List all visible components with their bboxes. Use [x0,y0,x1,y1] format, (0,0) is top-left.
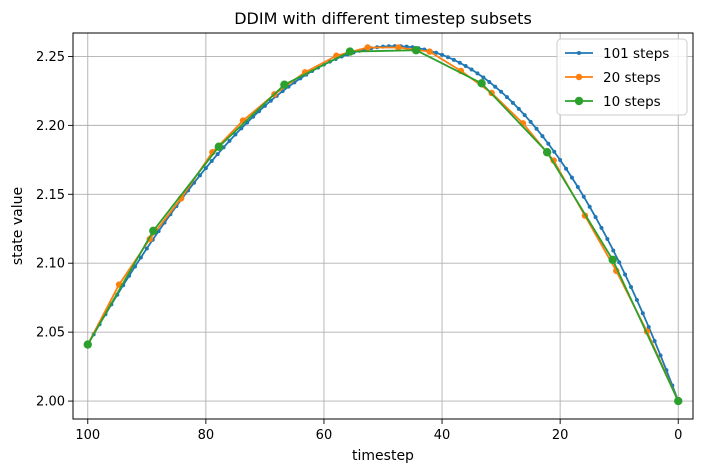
data-point [605,236,610,241]
legend-marker [574,96,584,106]
data-point [510,100,515,105]
x-tick-label: 60 [316,428,333,443]
y-tick-label: 2.10 [36,257,65,272]
data-point [268,98,273,103]
y-tick-label: 2.20 [36,119,65,134]
data-point [617,260,622,265]
data-point [83,340,92,349]
data-point [640,311,645,316]
series-layer [83,44,683,406]
data-point [540,134,545,139]
data-point [629,285,633,290]
series-line [86,49,680,402]
data-point [144,246,149,251]
data-point [209,158,214,163]
y-tick-label: 2.25 [36,50,65,65]
data-point [581,194,586,199]
data-point [214,142,224,151]
data-point [564,166,569,171]
data-point [364,44,371,51]
data-point [487,79,492,84]
chart-title: DDIM with different timestep subsets [234,9,532,28]
series-10-steps [83,46,683,406]
data-point [463,64,468,69]
data-point [569,175,574,180]
data-point [233,132,238,137]
legend-marker [575,73,583,81]
data-point [608,255,617,264]
data-point [575,185,580,190]
data-point [542,148,552,157]
data-point [197,173,202,178]
data-point [149,226,158,236]
data-point [505,95,509,100]
data-point [623,272,628,277]
x-tick-label: 20 [552,428,569,443]
data-point [138,255,143,260]
data-point [674,396,683,406]
legend-item-101-steps: 101 steps [565,46,669,62]
data-point [593,215,598,220]
data-point [477,79,486,88]
data-point [203,166,208,171]
x-tick-label: 0 [674,428,682,443]
y-tick-label: 2.05 [36,326,65,341]
data-point [522,113,527,118]
data-point [634,297,639,302]
data-point [475,71,480,76]
x-tick-label: 80 [198,428,215,443]
y-tick-label: 2.15 [36,188,65,203]
legend-label: 101 steps [603,46,669,62]
data-point [652,339,657,343]
data-point [411,46,421,55]
data-point [434,50,439,55]
x-axis: 100 80 60 40 20 0 [75,419,682,443]
x-tick-label: 100 [75,428,100,443]
data-point [599,225,604,230]
data-point [395,44,402,51]
data-point [469,67,474,72]
data-point [345,47,355,56]
data-point [534,126,539,131]
data-point [658,353,663,358]
legend-item-10-steps: 10 steps [565,94,661,110]
plot-frame [72,32,694,420]
y-axis-label: state value [10,187,26,265]
legend-label: 10 steps [603,94,661,110]
data-point [445,55,450,60]
data-point [552,149,557,154]
x-axis-label: timestep [352,448,414,464]
data-point [457,60,462,65]
data-point [215,152,220,157]
y-tick-label: 2.00 [36,395,65,410]
data-point [558,158,563,163]
data-point [227,138,232,143]
data-point [440,52,445,57]
legend-box [556,38,688,116]
data-point [481,75,486,80]
data-point [280,80,289,89]
data-point [646,324,651,329]
x-tick-label: 40 [434,428,451,443]
data-point [546,141,551,146]
legend-item-20-steps: 20 steps [565,70,661,86]
data-point [451,57,456,62]
data-point [528,119,533,124]
data-point [611,248,616,253]
legend: 101 steps 20 steps 10 steps [556,38,688,116]
legend-label: 20 steps [603,70,661,86]
data-point [516,106,521,111]
data-point [426,48,433,55]
legend-marker [577,51,581,55]
data-point [493,84,498,89]
data-point [499,89,504,94]
data-point [587,204,592,209]
y-axis: 2.00 2.05 2.10 2.15 2.20 2.25 [36,50,73,410]
grid [73,33,693,419]
